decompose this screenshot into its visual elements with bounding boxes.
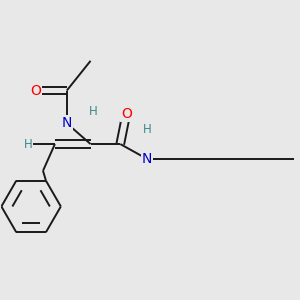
Text: H: H xyxy=(89,105,98,118)
Text: H: H xyxy=(24,138,32,151)
Text: N: N xyxy=(61,116,72,130)
Text: N: N xyxy=(142,152,152,166)
Text: H: H xyxy=(143,123,152,136)
Text: O: O xyxy=(30,84,41,98)
Text: O: O xyxy=(121,107,132,121)
